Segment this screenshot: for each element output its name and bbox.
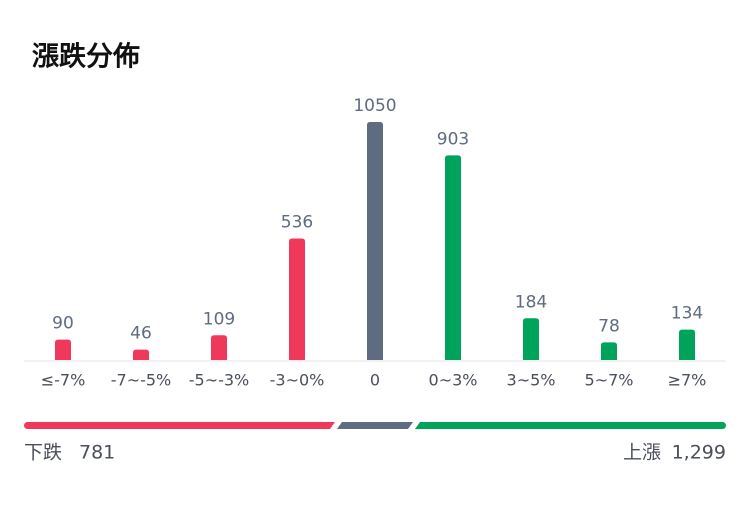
value-label: 78 <box>598 316 620 336</box>
x-tick-label: ≤-7% <box>41 371 86 390</box>
x-tick-label: 5~7% <box>585 371 634 390</box>
bar <box>289 238 305 360</box>
x-tick-label: -5~-3% <box>189 371 250 390</box>
bar <box>679 329 695 360</box>
bar <box>367 122 383 360</box>
x-tick-label: ≥7% <box>668 371 707 390</box>
bar <box>211 335 227 360</box>
x-tick-label: 0~3% <box>429 371 478 390</box>
down-count: 781 <box>79 442 115 464</box>
value-label: 90 <box>52 314 74 334</box>
value-label: 1050 <box>353 96 396 116</box>
bar <box>601 342 617 360</box>
value-label: 109 <box>203 309 235 329</box>
x-tick-label: 0 <box>370 371 380 390</box>
value-label: 46 <box>130 324 152 344</box>
value-label: 184 <box>515 292 547 312</box>
down-label: 下跌 <box>24 442 62 464</box>
value-label: 903 <box>437 129 469 149</box>
flat-segment <box>337 422 413 429</box>
up-segment <box>415 422 726 429</box>
down-segment <box>24 422 336 429</box>
bar <box>445 155 461 360</box>
x-tick-label: 3~5% <box>507 371 556 390</box>
bar <box>523 318 539 360</box>
x-tick-label: -7~-5% <box>111 371 172 390</box>
bar <box>133 349 149 360</box>
up-count: 1,299 <box>672 442 726 464</box>
value-label: 134 <box>671 304 703 324</box>
chart-title: 漲跌分佈 <box>32 41 140 73</box>
up-label: 上漲 <box>623 442 661 464</box>
bar <box>55 339 71 360</box>
value-label: 536 <box>281 213 313 233</box>
x-tick-label: -3~0% <box>270 371 325 390</box>
